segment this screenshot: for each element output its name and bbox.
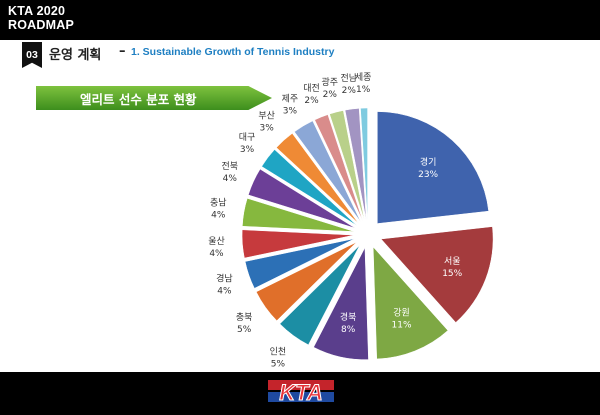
slice-label-16: 세종	[355, 72, 372, 83]
pie-slice-10	[261, 149, 358, 226]
section-subtitle: 1. Sustainable Growth of Tennis Industry	[131, 46, 335, 58]
slice-label-9: 전북	[221, 161, 238, 172]
slice-label-10: 대구	[239, 132, 256, 143]
pie-slice-5	[255, 241, 357, 322]
slice-value-5: 5%	[237, 325, 252, 335]
pie-slice-7	[241, 229, 355, 259]
header-title: KTA 2020 ROADMAP	[8, 4, 74, 32]
slice-label-6: 경남	[216, 273, 233, 285]
section-dash: –	[119, 44, 126, 59]
pie-slice-11	[276, 133, 359, 224]
pie-slice-4	[279, 245, 360, 346]
slice-label-8: 충남	[210, 198, 227, 209]
slice-value-11: 3%	[260, 124, 275, 134]
slice-value-4: 5%	[271, 359, 286, 369]
slice-value-15: 2%	[342, 86, 357, 96]
pie-slice-3	[313, 246, 369, 360]
pie-slice-15	[344, 108, 367, 221]
pie-slice-8	[242, 198, 355, 232]
slice-label-7: 울산	[208, 236, 225, 247]
slice-value-12: 3%	[283, 107, 298, 117]
pie-slice-12	[294, 120, 362, 223]
chart-banner: 엘리트 선수 분포 현황	[36, 86, 272, 110]
pie-slice-0	[377, 111, 489, 224]
pie-slice-6	[244, 238, 355, 289]
section-number-badge: 03	[22, 42, 42, 68]
chart-banner-label: 엘리트 선수 분포 현황	[80, 92, 197, 107]
slice-label-5: 충북	[236, 312, 253, 323]
slice-value-13: 2%	[304, 96, 319, 106]
pie-chart: 경기 23% 서울 15% 강원 11% 경북 8% 인천 5% 충북 5% 경남 4% 울산 4% 충남 4% 전…	[208, 72, 494, 369]
kta-logo: KTA	[268, 380, 334, 406]
slice-label-12: 제주	[282, 94, 299, 105]
slice-value-7: 4%	[209, 249, 224, 259]
pie-slice-1	[380, 226, 494, 323]
header-line-2: ROADMAP	[8, 18, 74, 32]
slice-value-1: 15%	[442, 269, 462, 279]
slice-label-4: 인천	[270, 346, 287, 357]
slice-value-6: 4%	[217, 287, 232, 297]
slice-value-0: 23%	[418, 170, 438, 180]
slice-label-0: 경기	[420, 156, 437, 168]
slice-label-2: 강원	[393, 308, 410, 319]
kta-logo-text: KTA	[279, 380, 323, 405]
slice-label-11: 부산	[258, 111, 275, 122]
pie-slice-13	[314, 114, 364, 222]
slice-value-9: 4%	[223, 174, 238, 184]
pie-slice-2	[372, 246, 449, 360]
pie-slice-14	[329, 110, 365, 221]
pie-slice-9	[248, 168, 356, 229]
slice-label-13: 대전	[303, 83, 320, 94]
slice-value-2: 11%	[392, 321, 412, 331]
slice-label-3: 경북	[340, 311, 357, 323]
slice-label-14: 광주	[322, 76, 339, 88]
slice-value-3: 8%	[341, 325, 356, 335]
slice-value-16: 1%	[356, 85, 371, 95]
section-title: 운영 계획	[49, 48, 102, 63]
slide: 03 운영 계획 – 1. Sustainable Growth of Tenn…	[0, 40, 600, 372]
top-bar: KTA 2020 ROADMAP	[0, 0, 600, 40]
slice-label-15: 전남	[340, 73, 357, 84]
slice-label-1: 서울	[444, 256, 461, 267]
header-line-1: KTA 2020	[8, 4, 66, 18]
slice-value-10: 3%	[240, 145, 255, 155]
slice-value-14: 2%	[323, 90, 338, 100]
slice-value-8: 4%	[211, 211, 226, 221]
pie-slice-16	[360, 107, 368, 221]
